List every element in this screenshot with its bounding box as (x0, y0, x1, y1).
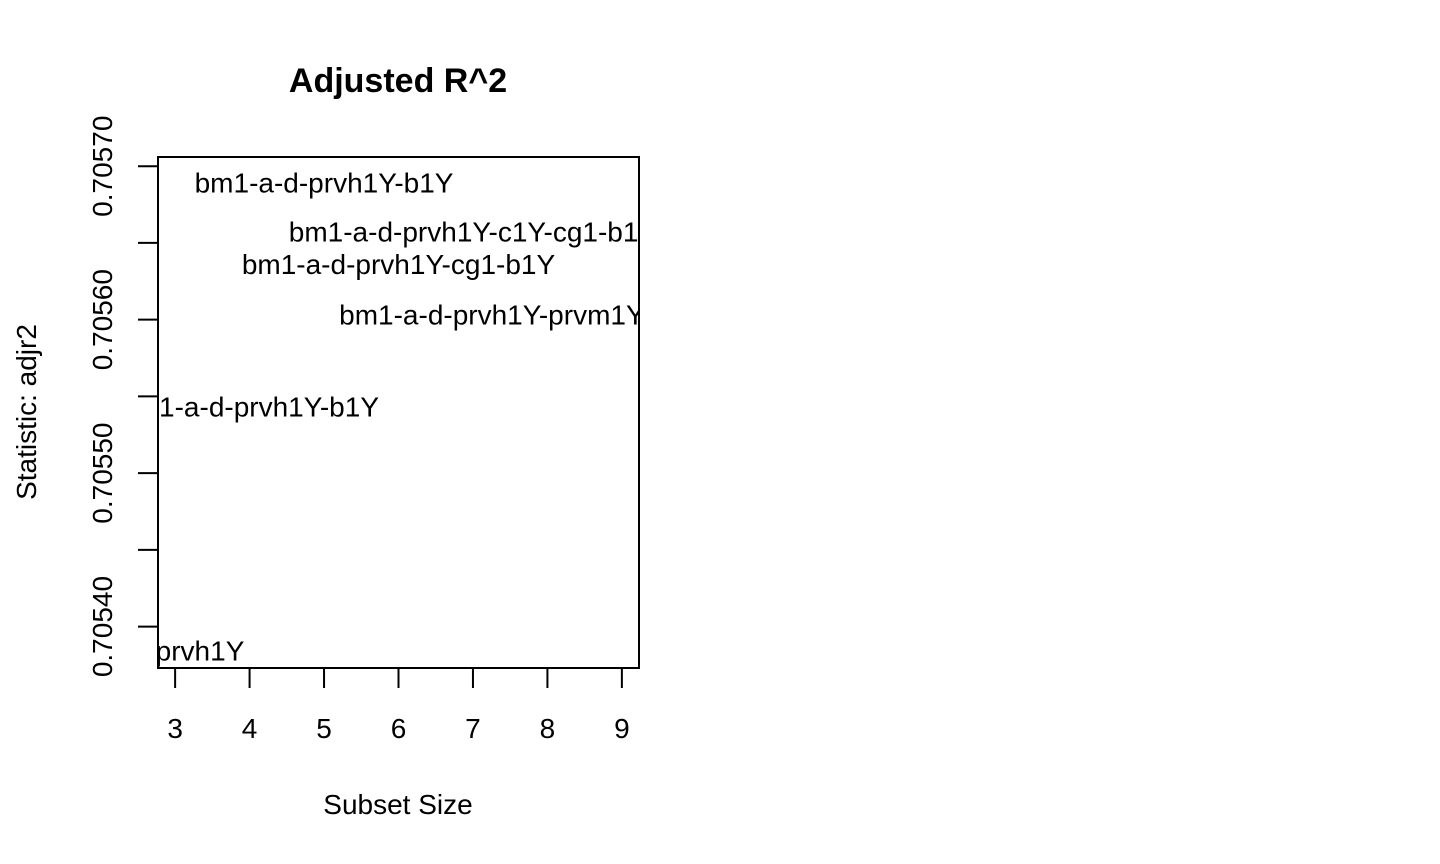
y-axis: 0.70540 0.70550 0.70560 0.70570 (87, 116, 158, 678)
x-axis-title: Subset Size (323, 789, 472, 820)
point-label: bm1-a-d-prvh1Y-c1Y-cg1-b1Y (289, 217, 658, 248)
x-tick-label: 6 (391, 713, 407, 744)
x-tick-label: 7 (465, 713, 481, 744)
x-tick-label: 9 (614, 713, 630, 744)
x-tick-label: 8 (540, 713, 556, 744)
x-axis: 3 4 5 6 7 8 9 (167, 668, 629, 744)
x-tick-label: 5 (316, 713, 332, 744)
y-tick-label: 0.70570 (87, 116, 118, 217)
point-label: bm1-a-d-prvh1Y-b1Y (120, 392, 379, 423)
point-labels: a-d-prvh1Y bm1-a-d-prvh1Y-b1Y bm1-a-d-prvh… (106, 168, 756, 667)
y-tick-label: 0.70540 (87, 576, 118, 677)
point-label: bm1-a-d-prvh1Y-b1Y (195, 168, 454, 199)
y-tick-label: 0.70560 (87, 269, 118, 370)
point-label: a-d-prvh1Y (106, 636, 245, 667)
x-tick-label: 4 (242, 713, 258, 744)
chart-title: Adjusted R^2 (289, 62, 507, 100)
y-axis-title: Statistic: adjr2 (11, 324, 42, 500)
x-tick-label: 3 (167, 713, 183, 744)
point-label: bm1-a-d-prvh1Y-cg1-b1Y (242, 249, 556, 280)
point-label: bm1-a-d-prvh1Y-prvm1Y-cg1-b1Y (339, 300, 756, 331)
y-tick-label: 0.70550 (87, 423, 118, 524)
